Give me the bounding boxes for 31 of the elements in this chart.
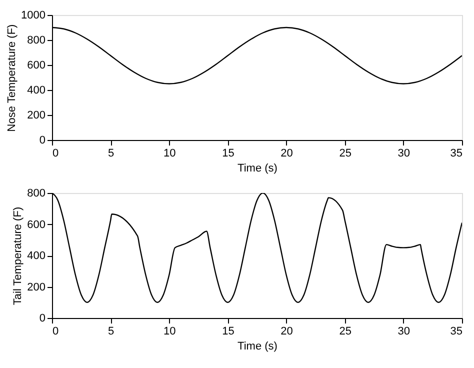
x-tick-label: 0: [52, 148, 59, 160]
x-tick-label: 0: [52, 326, 59, 338]
y-tick-label: 800: [27, 188, 46, 200]
x-axis-title: Time (s): [238, 162, 278, 174]
x-tick-label: 25: [339, 326, 352, 338]
x-tick-label: 15: [222, 148, 234, 160]
x-tick-label: 15: [222, 326, 234, 338]
x-axis-title: Time (s): [238, 340, 278, 352]
y-tick-label: 0: [39, 134, 46, 146]
x-tick-label: 5: [108, 326, 114, 338]
x-tick-label: 20: [280, 148, 293, 160]
y-tick-label: 0: [39, 312, 46, 324]
x-tick-label: 5: [108, 148, 114, 160]
y-axis-title: Tail Temperature (F): [12, 206, 24, 306]
x-tick-label: 35: [450, 148, 462, 160]
y-tick-label: 1000: [21, 10, 46, 22]
y-tick-label: 800: [27, 34, 46, 46]
x-tick-label: 25: [339, 148, 352, 160]
y-tick-label: 600: [27, 218, 46, 231]
x-tick-label: 30: [398, 148, 410, 160]
y-axis-title: Nose Temperature (F): [6, 24, 18, 132]
y-tick-label: 600: [27, 60, 46, 72]
x-tick-label: 10: [164, 326, 176, 338]
x-tick-label: 30: [398, 326, 410, 338]
x-tick-label: 35: [450, 326, 462, 338]
y-tick-label: 400: [27, 250, 46, 262]
y-tick-label: 200: [27, 110, 46, 122]
x-tick-label: 10: [164, 148, 176, 160]
y-tick-label: 400: [27, 84, 46, 96]
x-tick-label: 20: [280, 326, 293, 338]
y-tick-label: 200: [27, 281, 46, 294]
